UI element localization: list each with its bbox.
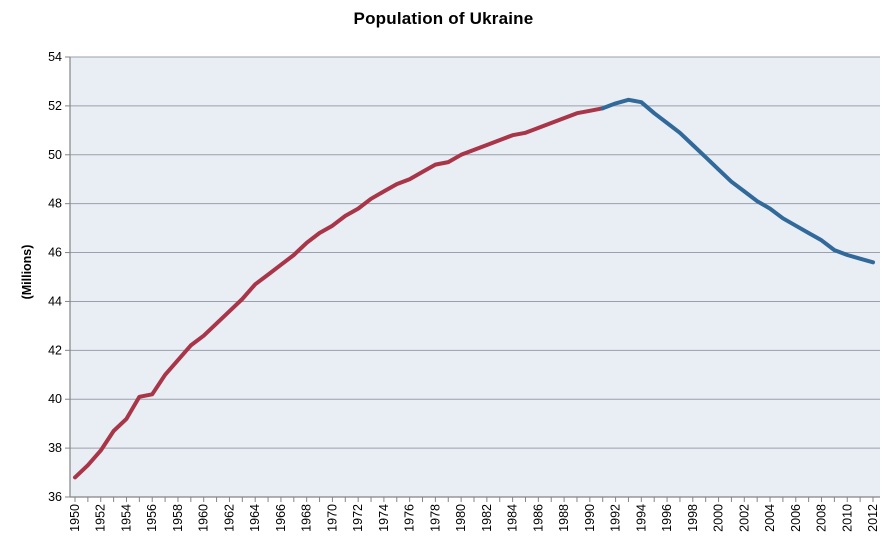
- x-tick-label: 1978: [428, 504, 442, 532]
- x-tick-label: 1962: [222, 504, 236, 532]
- x-tick-label: 1998: [686, 504, 700, 532]
- x-tick-label: 1960: [197, 504, 211, 532]
- x-tick-label: 1990: [583, 504, 597, 532]
- x-tick-label: 1982: [480, 504, 494, 532]
- x-tick-label: 2004: [763, 504, 777, 532]
- series-line-1991-2012: [600, 97, 875, 265]
- x-tick-label: 1970: [325, 504, 339, 532]
- series-line-1950-1991: [73, 106, 605, 480]
- y-tick-label: 52: [48, 99, 62, 113]
- x-tick-label: 1988: [557, 504, 571, 532]
- x-tick-label: 2006: [789, 504, 803, 532]
- x-tick-label: 1952: [94, 504, 108, 532]
- x-tick-label: 1984: [506, 504, 520, 532]
- chart-title: Population of Ukraine: [353, 9, 534, 28]
- x-tick-label: 2008: [815, 504, 829, 532]
- y-tick-label: 48: [48, 197, 62, 211]
- y-tick-label: 50: [48, 148, 62, 162]
- x-tick-label: 2010: [840, 504, 854, 532]
- y-tick-label: 38: [48, 441, 62, 455]
- y-tick-label: 42: [48, 343, 62, 357]
- y-tick-label: 46: [48, 246, 62, 260]
- x-tick-label: 2000: [712, 504, 726, 532]
- y-tick-label: 54: [48, 50, 62, 64]
- x-tick-label: 1986: [531, 504, 545, 532]
- plot-area: [70, 57, 880, 497]
- x-tick-label: 1994: [634, 504, 648, 532]
- x-tick-label: 1972: [351, 504, 365, 532]
- x-tick-label: 1964: [248, 504, 262, 532]
- y-tick-label: 44: [48, 294, 62, 308]
- x-tick-label: 1950: [68, 504, 82, 532]
- x-tick-label: 1992: [609, 504, 623, 532]
- x-tick-label: 1974: [377, 504, 391, 532]
- x-tick-label: 1968: [300, 504, 314, 532]
- x-tick-label: 1958: [171, 504, 185, 532]
- y-tick-label: 40: [48, 392, 62, 406]
- x-tick-label: 1980: [454, 504, 468, 532]
- x-tick-label: 1996: [660, 504, 674, 532]
- x-tick-label: 1956: [145, 504, 159, 532]
- x-tick-label: 1954: [119, 504, 133, 532]
- x-tick-label: 2012: [866, 504, 880, 532]
- x-tick-label: 1966: [274, 504, 288, 532]
- x-tick-label: 2002: [737, 504, 751, 532]
- y-tick-label: 36: [48, 490, 62, 504]
- x-tick-label: 1976: [403, 504, 417, 532]
